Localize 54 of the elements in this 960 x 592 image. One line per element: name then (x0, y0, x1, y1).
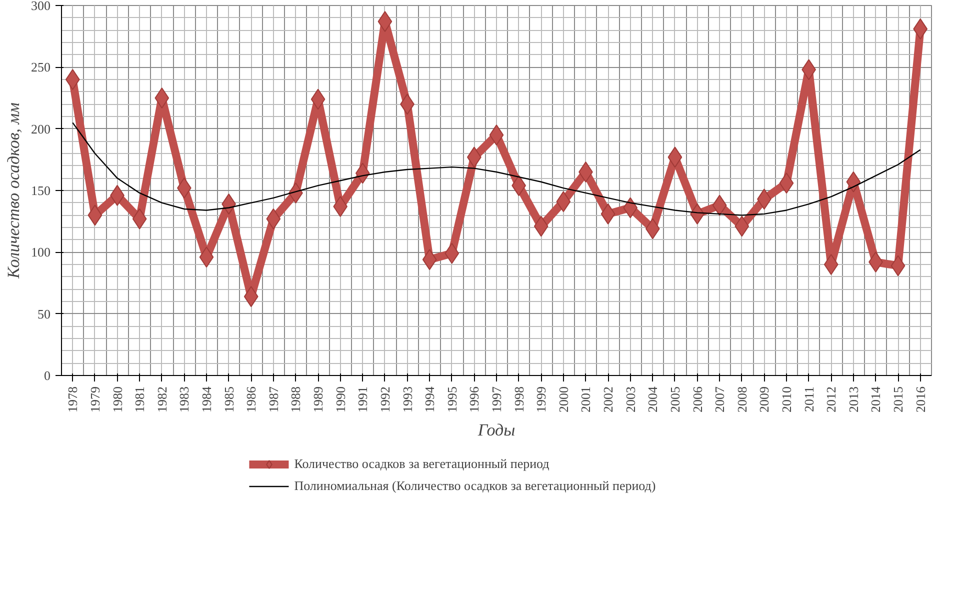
x-tick-label: 1978 (65, 386, 80, 412)
x-tick-label: 2011 (801, 386, 816, 412)
x-tick-label: 1989 (310, 386, 326, 412)
x-tick-label: 1991 (355, 386, 370, 412)
x-tick-label: 1987 (266, 386, 281, 412)
x-tick-label: 1990 (332, 386, 348, 412)
x-tick-label: 2004 (645, 386, 660, 412)
x-tick-label: 1984 (199, 386, 214, 412)
legend-label: Количество осадков за вегетационный период (294, 456, 550, 472)
x-tick-label: 1982 (154, 386, 170, 412)
y-tick-label: 100 (31, 244, 50, 260)
y-tick-label: 250 (31, 60, 50, 75)
point (154, 88, 170, 108)
x-tick-label: 1981 (132, 386, 148, 412)
x-tick-label: 1993 (400, 386, 415, 412)
x-tick-label: 1996 (466, 386, 482, 412)
point (65, 69, 80, 90)
y-tick-label: 300 (31, 0, 50, 13)
y-tick-label: 50 (38, 306, 50, 322)
x-tick-label: 1979 (87, 386, 102, 412)
x-tick-label: 2001 (578, 386, 594, 412)
x-axis-title: Годы (476, 420, 516, 440)
x-tick-label: 2005 (667, 386, 682, 412)
point (489, 124, 504, 146)
x-tick-label: 2010 (779, 386, 794, 412)
x-tick-label: 1985 (221, 386, 236, 412)
x-tick-label: 1994 (422, 386, 438, 412)
x-tick-label: 2006 (690, 386, 705, 412)
x-tick-label: 1992 (377, 386, 392, 412)
x-tick-label: 1986 (244, 386, 259, 412)
x-tick-label: 2012 (824, 386, 839, 412)
x-tick-label: 1997 (489, 386, 504, 412)
x-tick-label: 1995 (444, 386, 460, 412)
y-tick-label: 150 (31, 183, 50, 198)
y-tick-label: 200 (31, 121, 50, 136)
x-tick-label: 1998 (511, 386, 526, 412)
x-tick-label: 1980 (110, 386, 125, 412)
y-axis-title: Количество осадков, мм (4, 102, 23, 280)
x-tick-label: 2013 (846, 386, 861, 412)
x-tick-label: 2008 (734, 386, 750, 412)
x-tick-label: 2003 (622, 386, 638, 412)
x-tick-label: 2015 (890, 386, 906, 412)
x-tick-label: 2007 (712, 386, 728, 412)
x-tick-label: 2016 (912, 386, 928, 412)
x-tick-label: 2009 (756, 386, 772, 412)
x-tick-label: 2002 (600, 386, 616, 412)
x-tick-label: 1999 (534, 386, 549, 412)
x-tick-label: 2000 (556, 386, 571, 412)
x-tick-label: 2014 (868, 386, 884, 412)
y-tick-label: 0 (44, 368, 50, 383)
point (824, 254, 838, 275)
x-tick-label: 1983 (176, 386, 192, 412)
x-tick-label: 1988 (288, 386, 304, 412)
legend-label: Полиномиальная (Количество осадков за вегетационный период) (294, 478, 656, 494)
